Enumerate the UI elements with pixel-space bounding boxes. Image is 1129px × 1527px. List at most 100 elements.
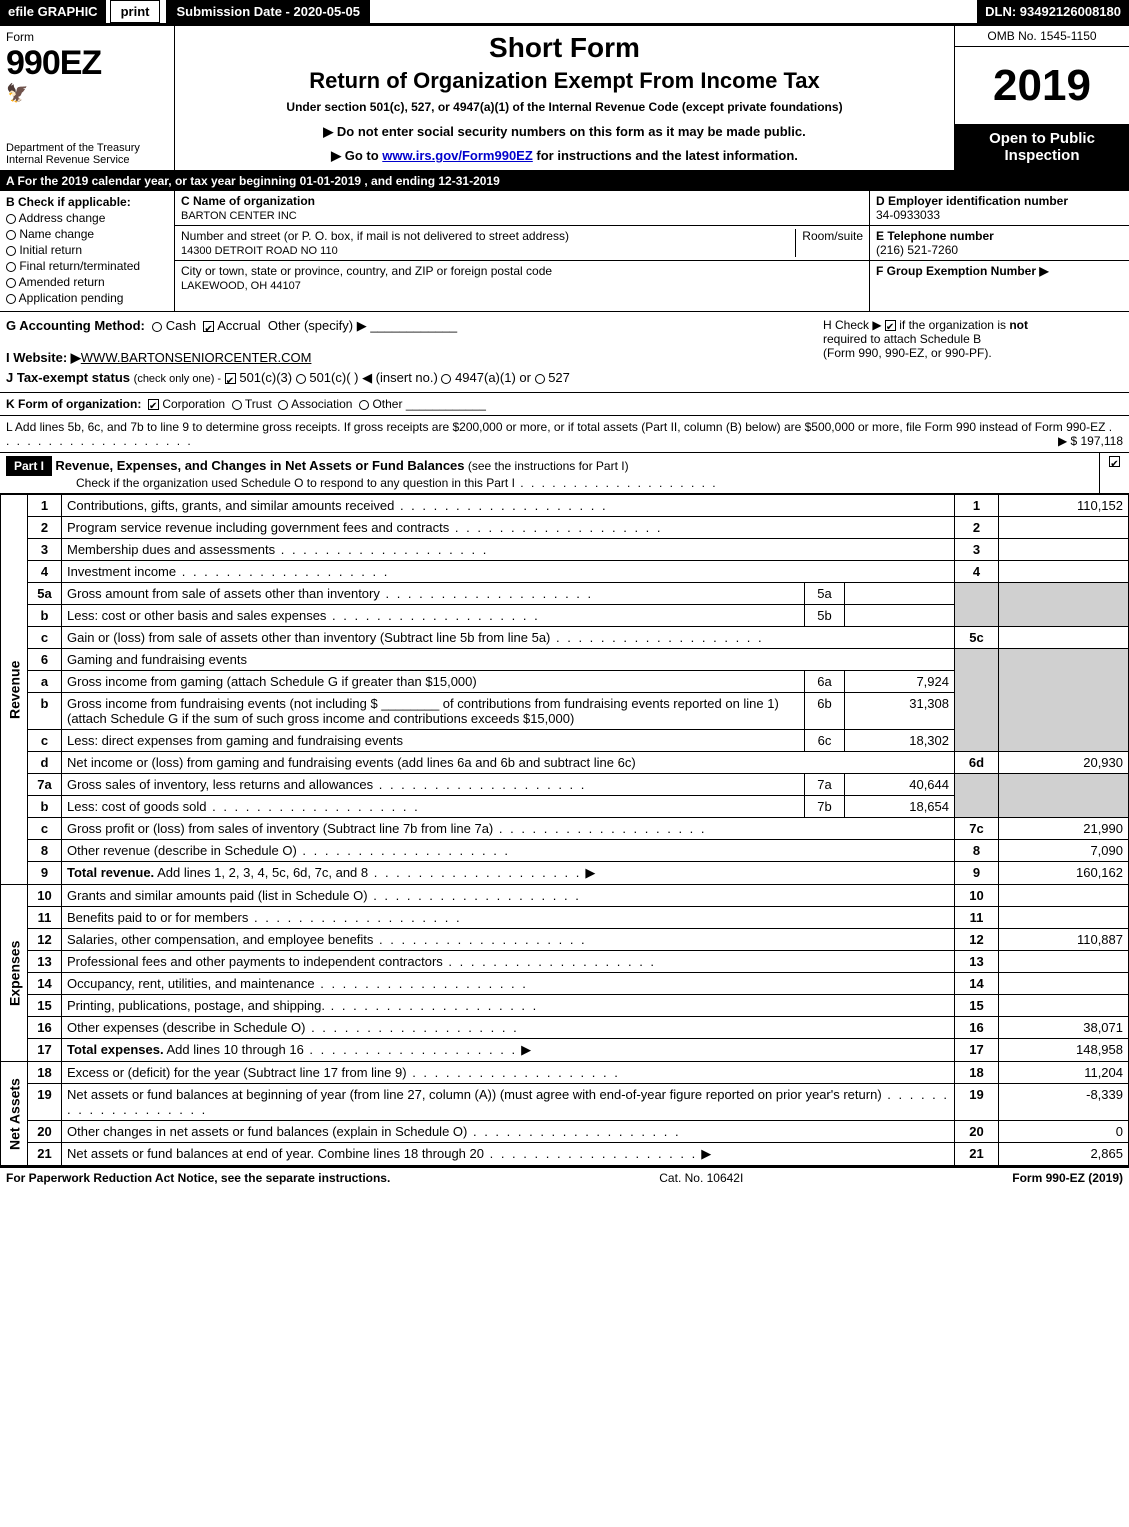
l8-d: Other revenue (describe in Schedule O) xyxy=(67,843,297,858)
col-c: C Name of organization BARTON CENTER INC… xyxy=(175,191,869,311)
l10-v xyxy=(999,885,1129,907)
b-item-0: Address change xyxy=(19,211,106,225)
l5c-n: c xyxy=(28,627,62,649)
l12-d: Salaries, other compensation, and employ… xyxy=(67,932,373,947)
l5b-d: Less: cost or other basis and sales expe… xyxy=(67,608,326,623)
k-trust-radio[interactable] xyxy=(232,400,242,410)
l19-n: 19 xyxy=(28,1084,62,1121)
l15-v xyxy=(999,995,1129,1017)
l7a-d: Gross sales of inventory, less returns a… xyxy=(67,777,373,792)
return-title: Return of Organization Exempt From Incom… xyxy=(185,68,944,94)
footer-left: For Paperwork Reduction Act Notice, see … xyxy=(6,1171,390,1185)
l4-v xyxy=(999,561,1129,583)
l7c-v: 21,990 xyxy=(999,818,1129,840)
l6a-sn: 6a xyxy=(805,671,845,693)
chk-application-pending[interactable] xyxy=(6,294,16,304)
e-label: E Telephone number xyxy=(876,229,994,243)
j-o2: 501(c)( ) ◀ (insert no.) xyxy=(309,370,437,385)
goto-line: ▶ Go to www.irs.gov/Form990EZ for instru… xyxy=(185,148,944,164)
phone-value: (216) 521-7260 xyxy=(876,243,958,257)
b-item-2: Initial return xyxy=(19,243,82,257)
j-501c3-check[interactable] xyxy=(225,373,236,384)
l21-d: Net assets or fund balances at end of ye… xyxy=(67,1146,484,1161)
part1-title: Revenue, Expenses, and Changes in Net As… xyxy=(55,458,464,473)
org-street: 14300 DETROIT ROAD NO 110 xyxy=(181,245,338,257)
j-o4: 527 xyxy=(548,370,570,385)
l3-n: 3 xyxy=(28,539,62,561)
l13-cn: 13 xyxy=(955,951,999,973)
goto-link[interactable]: www.irs.gov/Form990EZ xyxy=(382,148,533,163)
g-cash: Cash xyxy=(166,318,196,333)
l7a-n: 7a xyxy=(28,774,62,796)
l5b-sn: 5b xyxy=(805,605,845,627)
h-box: H Check ▶ if the organization is not req… xyxy=(823,318,1123,360)
k-assoc-radio[interactable] xyxy=(278,400,288,410)
h-checkbox[interactable] xyxy=(885,320,896,331)
form-label: Form xyxy=(6,30,168,44)
l2-n: 2 xyxy=(28,517,62,539)
l1-cn: 1 xyxy=(955,495,999,517)
short-form-title: Short Form xyxy=(185,32,944,64)
chk-final-return[interactable] xyxy=(6,262,16,272)
l-value: ▶ $ 197,118 xyxy=(1058,434,1123,448)
l9-cn: 9 xyxy=(955,862,999,885)
dept-label: Department of the Treasury Internal Reve… xyxy=(6,142,140,166)
g-pre: G Accounting Method: xyxy=(6,318,145,333)
chk-address-change[interactable] xyxy=(6,214,16,224)
l7c-n: c xyxy=(28,818,62,840)
chk-initial-return[interactable] xyxy=(6,246,16,256)
l9-d2: Add lines 1, 2, 3, 4, 5c, 6d, 7c, and 8 xyxy=(157,865,368,880)
l17-n: 17 xyxy=(28,1039,62,1062)
h-not: not xyxy=(1009,318,1028,332)
k-o4: Other xyxy=(372,397,402,411)
j-pre: J Tax-exempt status xyxy=(6,370,130,385)
l4-n: 4 xyxy=(28,561,62,583)
l11-n: 11 xyxy=(28,907,62,929)
l9-v: 160,162 xyxy=(999,862,1129,885)
h-line2: required to attach Schedule B xyxy=(823,332,981,346)
website-value: WWW.BARTONSENIORCENTER.COM xyxy=(81,350,312,365)
l15-n: 15 xyxy=(28,995,62,1017)
l2-cn: 2 xyxy=(955,517,999,539)
ein-value: 34-0933033 xyxy=(876,208,940,222)
org-name: BARTON CENTER INC xyxy=(181,210,297,222)
print-button[interactable]: print xyxy=(110,0,161,23)
g-accrual-check[interactable] xyxy=(203,321,214,332)
b-item-5: Application pending xyxy=(19,291,124,305)
j-o1: 501(c)(3) xyxy=(239,370,292,385)
l6c-d: Less: direct expenses from gaming and fu… xyxy=(62,730,805,752)
g-cash-radio[interactable] xyxy=(152,322,162,332)
j-527-radio[interactable] xyxy=(535,374,545,384)
l11-d: Benefits paid to or for members xyxy=(67,910,248,925)
netassets-sidelabel: Net Assets xyxy=(1,1062,28,1166)
donot-line: ▶ Do not enter social security numbers o… xyxy=(185,124,944,140)
chk-amended-return[interactable] xyxy=(6,278,16,288)
col-def: D Employer identification number 34-0933… xyxy=(869,191,1129,311)
tax-year: 2019 xyxy=(955,47,1129,124)
f-label: F Group Exemption Number ▶ xyxy=(876,264,1049,278)
j-501c-radio[interactable] xyxy=(296,374,306,384)
g-other: Other (specify) ▶ xyxy=(268,318,367,333)
l7a-sv: 40,644 xyxy=(845,774,955,796)
part1-note: (see the instructions for Part I) xyxy=(468,459,629,473)
submission-date: Submission Date - 2020-05-05 xyxy=(166,0,370,23)
k-corp-check[interactable] xyxy=(148,399,159,410)
d-label: D Employer identification number xyxy=(876,194,1068,208)
chk-name-change[interactable] xyxy=(6,230,16,240)
k-pre: K Form of organization: xyxy=(6,397,141,411)
l6a-d: Gross income from gaming (attach Schedul… xyxy=(62,671,805,693)
j-4947-radio[interactable] xyxy=(441,374,451,384)
b-item-4: Amended return xyxy=(19,275,105,289)
k-other-radio[interactable] xyxy=(359,400,369,410)
l9-n: 9 xyxy=(28,862,62,885)
c-street-label: Number and street (or P. O. box, if mail… xyxy=(181,229,569,243)
l5a-d: Gross amount from sale of assets other t… xyxy=(67,586,380,601)
h-pre: H Check ▶ xyxy=(823,318,885,332)
k-line: K Form of organization: Corporation Trus… xyxy=(0,393,1129,416)
l15-cn: 15 xyxy=(955,995,999,1017)
l12-n: 12 xyxy=(28,929,62,951)
part1-check[interactable] xyxy=(1109,456,1120,467)
l18-d: Excess or (deficit) for the year (Subtra… xyxy=(67,1065,407,1080)
l18-cn: 18 xyxy=(955,1062,999,1084)
l6d-n: d xyxy=(28,752,62,774)
